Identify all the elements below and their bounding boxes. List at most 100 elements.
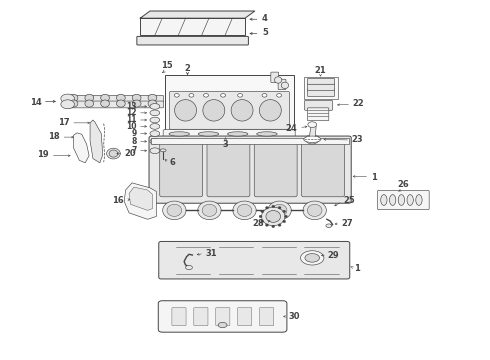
Ellipse shape xyxy=(285,215,288,218)
FancyBboxPatch shape xyxy=(159,242,350,279)
Text: 17: 17 xyxy=(58,118,70,127)
FancyBboxPatch shape xyxy=(137,36,248,45)
Ellipse shape xyxy=(304,136,321,143)
Ellipse shape xyxy=(278,207,281,209)
Ellipse shape xyxy=(416,195,422,205)
Ellipse shape xyxy=(261,220,264,223)
Ellipse shape xyxy=(100,94,109,102)
FancyBboxPatch shape xyxy=(160,143,202,197)
Ellipse shape xyxy=(220,94,225,97)
Text: 4: 4 xyxy=(262,14,268,23)
Ellipse shape xyxy=(69,100,78,107)
Ellipse shape xyxy=(272,225,275,228)
Ellipse shape xyxy=(61,94,74,103)
Ellipse shape xyxy=(305,135,319,144)
Bar xyxy=(304,77,338,99)
Ellipse shape xyxy=(189,94,194,97)
Ellipse shape xyxy=(198,132,219,136)
Text: 20: 20 xyxy=(124,149,136,158)
FancyBboxPatch shape xyxy=(307,78,335,84)
Ellipse shape xyxy=(150,110,160,116)
Ellipse shape xyxy=(150,117,160,123)
Polygon shape xyxy=(124,183,156,219)
Text: 24: 24 xyxy=(286,124,297,133)
Text: 14: 14 xyxy=(29,98,41,107)
Ellipse shape xyxy=(117,94,125,102)
Ellipse shape xyxy=(100,100,109,107)
Text: 16: 16 xyxy=(112,196,124,205)
Ellipse shape xyxy=(227,132,248,136)
FancyBboxPatch shape xyxy=(307,84,335,90)
Ellipse shape xyxy=(257,132,277,136)
Bar xyxy=(165,75,294,131)
Ellipse shape xyxy=(326,224,332,228)
Ellipse shape xyxy=(268,201,291,220)
Ellipse shape xyxy=(150,104,160,109)
FancyBboxPatch shape xyxy=(65,95,164,102)
FancyBboxPatch shape xyxy=(377,190,429,210)
Ellipse shape xyxy=(274,77,282,83)
FancyBboxPatch shape xyxy=(278,79,286,90)
FancyBboxPatch shape xyxy=(238,307,252,326)
Bar xyxy=(140,18,245,35)
Ellipse shape xyxy=(150,123,160,129)
Ellipse shape xyxy=(277,94,282,97)
Ellipse shape xyxy=(174,94,179,97)
Ellipse shape xyxy=(283,220,286,223)
FancyBboxPatch shape xyxy=(301,143,344,197)
FancyBboxPatch shape xyxy=(304,100,333,111)
Ellipse shape xyxy=(85,100,94,107)
Ellipse shape xyxy=(381,195,387,205)
Text: 27: 27 xyxy=(342,219,353,228)
FancyBboxPatch shape xyxy=(149,136,351,203)
Ellipse shape xyxy=(259,215,262,218)
Polygon shape xyxy=(90,120,103,163)
Ellipse shape xyxy=(148,94,157,102)
Text: 29: 29 xyxy=(328,251,340,260)
Text: 13: 13 xyxy=(126,102,137,111)
Ellipse shape xyxy=(169,132,190,136)
Ellipse shape xyxy=(117,100,125,107)
FancyBboxPatch shape xyxy=(207,143,250,197)
Text: 5: 5 xyxy=(262,28,268,37)
Ellipse shape xyxy=(283,210,286,213)
Polygon shape xyxy=(309,126,316,138)
Ellipse shape xyxy=(261,210,264,213)
Text: 2: 2 xyxy=(185,64,191,73)
Text: 1: 1 xyxy=(371,173,377,182)
Ellipse shape xyxy=(262,94,267,97)
FancyBboxPatch shape xyxy=(216,307,230,326)
Polygon shape xyxy=(74,133,89,163)
Ellipse shape xyxy=(69,94,78,102)
Ellipse shape xyxy=(186,265,193,270)
Text: 12: 12 xyxy=(126,108,137,117)
Ellipse shape xyxy=(160,149,166,152)
Ellipse shape xyxy=(281,82,289,89)
Ellipse shape xyxy=(109,150,118,157)
Text: 3: 3 xyxy=(222,140,228,149)
Text: 26: 26 xyxy=(397,180,409,189)
Text: 9: 9 xyxy=(132,129,137,138)
Ellipse shape xyxy=(150,139,160,144)
Ellipse shape xyxy=(272,204,287,216)
Ellipse shape xyxy=(237,204,252,216)
FancyBboxPatch shape xyxy=(271,72,279,82)
Polygon shape xyxy=(140,11,255,18)
Text: 22: 22 xyxy=(352,99,364,108)
Ellipse shape xyxy=(278,224,281,226)
Ellipse shape xyxy=(167,204,182,216)
Text: 10: 10 xyxy=(126,122,137,131)
FancyBboxPatch shape xyxy=(254,143,297,197)
Ellipse shape xyxy=(198,201,221,220)
Ellipse shape xyxy=(262,207,285,226)
Ellipse shape xyxy=(132,94,141,102)
Ellipse shape xyxy=(390,195,396,205)
FancyBboxPatch shape xyxy=(170,91,289,129)
Ellipse shape xyxy=(218,322,227,328)
Polygon shape xyxy=(129,187,152,210)
Text: 18: 18 xyxy=(48,132,60,141)
FancyBboxPatch shape xyxy=(307,108,329,121)
Text: 1: 1 xyxy=(354,264,360,273)
Ellipse shape xyxy=(307,204,322,216)
Text: 6: 6 xyxy=(170,158,175,167)
